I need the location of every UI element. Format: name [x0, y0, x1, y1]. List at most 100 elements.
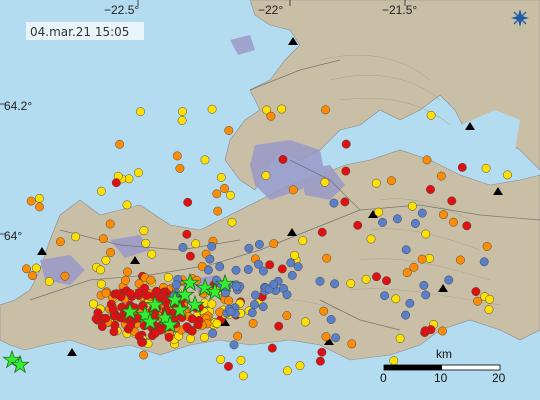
quake-dot — [254, 239, 264, 249]
quake-dot — [282, 366, 292, 376]
quake-dot — [266, 111, 276, 121]
quake-dot — [274, 321, 284, 331]
quake-dot — [387, 176, 396, 186]
quake-dot — [226, 307, 236, 317]
quake-dot — [182, 229, 192, 239]
scale-tick-20: 20 — [492, 371, 506, 385]
large-quake-star-icon — [140, 311, 160, 331]
terrain-contours — [229, 54, 501, 311]
quake-dot — [481, 163, 491, 173]
large-quake-star-icon — [145, 294, 165, 314]
quake-dot — [288, 185, 298, 195]
quake-dot — [473, 296, 483, 306]
quake-dot — [436, 171, 446, 181]
black-triangle-icon — [465, 122, 475, 130]
quake-dot — [331, 333, 341, 343]
quake-dot — [187, 314, 197, 324]
quake-dot — [224, 361, 233, 371]
quake-dot — [378, 217, 387, 227]
black-triangle-icon — [220, 318, 230, 326]
quake-dot — [269, 279, 279, 289]
summit-markers — [37, 37, 503, 356]
large-quake-star-icon — [185, 294, 205, 314]
graticule — [0, 0, 406, 235]
quake-dot — [216, 172, 226, 182]
large-quake-star-icon — [120, 301, 140, 321]
quake-dot — [409, 262, 419, 272]
large-quake-star-icon — [180, 272, 200, 292]
quake-dot — [417, 254, 427, 264]
quake-dot — [258, 266, 268, 276]
quake-dot — [258, 302, 268, 312]
quake-dot — [425, 253, 434, 263]
quake-dot — [172, 151, 182, 161]
large-quake-star-icon — [155, 307, 175, 327]
large-quake-star-icon — [215, 273, 235, 293]
black-triangle-icon — [37, 247, 47, 255]
quake-dot — [89, 299, 98, 309]
quake-dot — [183, 197, 193, 207]
large-quake-star-icon — [160, 314, 180, 334]
quake-dot — [353, 220, 363, 230]
quake-dot — [317, 347, 327, 357]
timestamp: 04.mar.21 15:05 — [30, 25, 129, 39]
quake-dot — [439, 210, 448, 220]
quake-dot — [236, 355, 246, 365]
quake-dot — [341, 139, 351, 149]
quake-dot — [426, 110, 436, 120]
quake-dot — [389, 356, 399, 366]
quake-dot — [449, 217, 458, 227]
quake-dot — [175, 163, 185, 173]
scale-unit: km — [436, 347, 452, 361]
quake-dot — [395, 333, 405, 343]
quake-dot — [346, 279, 356, 288]
quake-dot — [28, 271, 37, 281]
quake-dot — [22, 264, 31, 274]
quake-dot — [250, 300, 259, 310]
quake-dot — [444, 275, 454, 285]
quake-dot — [122, 200, 132, 210]
quake-dot — [207, 241, 217, 251]
quake-dot — [96, 186, 106, 196]
quake-dot — [401, 310, 411, 320]
black-triangle-icon — [493, 187, 503, 195]
quake-dot — [238, 371, 248, 381]
large-quake-star-icon — [10, 354, 30, 374]
quake-dot — [391, 294, 401, 304]
quake-dot — [371, 178, 381, 188]
quake-dot — [484, 305, 494, 314]
quake-dot — [101, 313, 111, 323]
quake-dot — [282, 311, 292, 321]
quake-dot — [405, 298, 415, 308]
quake-dot — [31, 263, 41, 273]
quake-dot — [471, 287, 481, 297]
scale-tick-10: 10 — [434, 371, 448, 385]
quake-dot — [322, 253, 332, 263]
quake-dot — [262, 105, 272, 115]
quake-dot — [115, 139, 125, 149]
quake-dot — [44, 277, 54, 286]
quake-dot — [298, 236, 308, 246]
quake-dot — [282, 290, 292, 300]
quake-dot — [164, 332, 174, 342]
large-quake-markers — [2, 272, 235, 374]
quake-dot — [134, 288, 144, 298]
quake-dot — [137, 338, 147, 347]
quake-dot — [422, 155, 432, 165]
quake-dot — [96, 279, 106, 289]
quake-dot — [231, 281, 241, 291]
quake-dot — [171, 280, 181, 290]
quake-dot — [55, 237, 65, 247]
black-triangle-icon — [67, 348, 77, 356]
quake-dot — [224, 126, 234, 135]
quake-dot — [212, 319, 222, 328]
quake-dot — [111, 178, 121, 188]
quake-dot — [229, 340, 239, 350]
quake-dot — [455, 255, 465, 265]
large-quake-star-icon — [135, 304, 155, 324]
quake-dot — [134, 168, 143, 178]
quake-dot — [329, 198, 339, 208]
quake-dot — [286, 258, 296, 268]
quake-dot — [462, 221, 472, 231]
quake-dot — [340, 197, 350, 207]
